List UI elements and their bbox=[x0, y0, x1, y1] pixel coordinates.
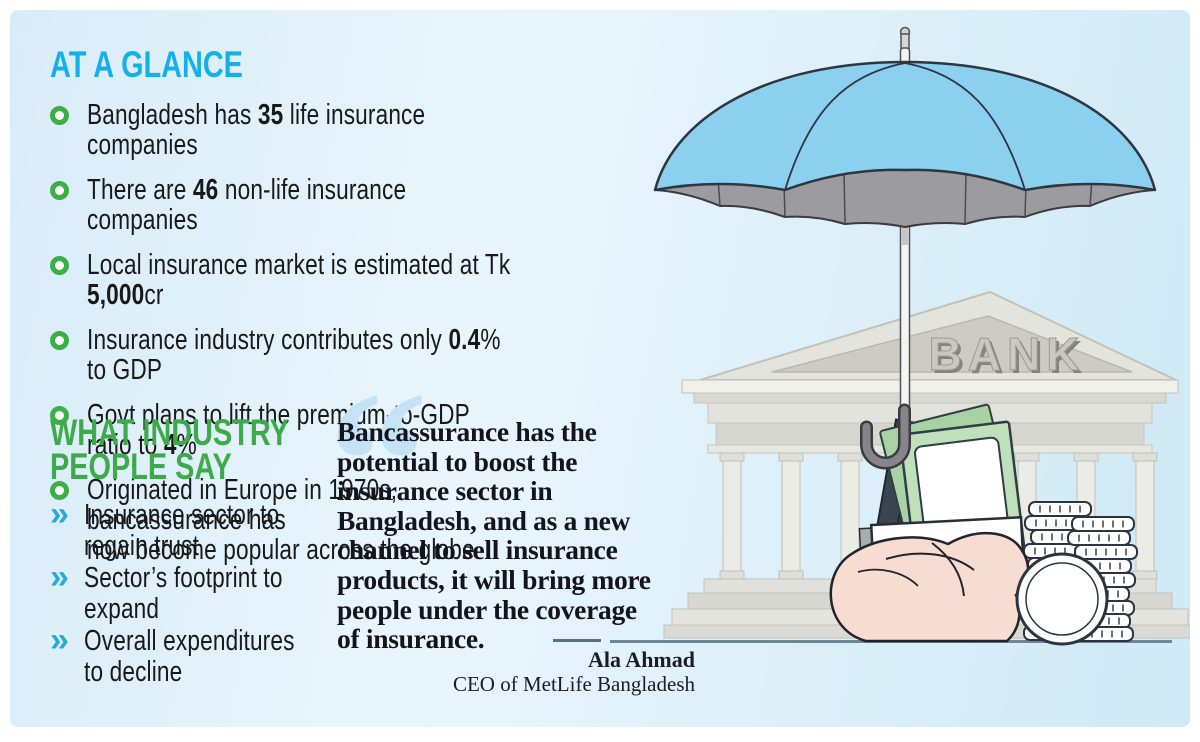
glance-item: Bangladesh has 35 life insurance compani… bbox=[50, 100, 630, 160]
bullet-ring-icon bbox=[50, 481, 69, 500]
industry-title: WHAT INDUSTRY PEOPLE SAY bbox=[50, 412, 289, 487]
glance-item: There are 46 non-life insurance companie… bbox=[50, 175, 630, 235]
quote-line: potential to boost the bbox=[337, 445, 578, 477]
quote-line: people under the coverage bbox=[337, 593, 637, 625]
chevron-icon: » bbox=[50, 558, 69, 596]
glance-item: Insurance industry contributes only 0.4%… bbox=[50, 325, 630, 385]
glance-item-text: Bangladesh has 35 life insurance compani… bbox=[87, 99, 426, 161]
bank-umbrella-illustration: BANK BANK bbox=[653, 26, 1190, 646]
quote-divider bbox=[553, 639, 601, 642]
big-coin bbox=[1015, 552, 1109, 646]
bank-sign-shadow: BANK bbox=[932, 331, 1089, 383]
glance-item: Originated in Europe in 1970s, bancassur… bbox=[50, 475, 630, 565]
quote-line: Bancassurance has the bbox=[337, 416, 597, 447]
bank-sign: BANK bbox=[929, 328, 1086, 380]
glance-item-text: Insurance industry contributes only 0.4%… bbox=[87, 324, 501, 386]
infographic-panel: AT A GLANCE Bangladesh has 35 life insur… bbox=[10, 10, 1190, 727]
quote-line: channel to sell insurance bbox=[337, 534, 618, 566]
industry-list: » Insurance sector to regain trust » Sec… bbox=[50, 495, 370, 689]
quote-line: Bangladesh, and as a new bbox=[337, 504, 631, 536]
umbrella-handle bbox=[860, 403, 911, 470]
quote-author: Ala Ahmad bbox=[588, 647, 695, 672]
industry-item: » Overall expenditures to decline bbox=[50, 621, 370, 688]
bullet-ring-icon bbox=[50, 106, 69, 125]
glance-item-text: Originated in Europe in 1970s, bancassur… bbox=[87, 474, 475, 566]
bullet-ring-icon bbox=[50, 406, 69, 425]
industry-item: » Sector’s footprint to expand bbox=[50, 558, 370, 625]
industry-item: » Insurance sector to regain trust bbox=[50, 495, 370, 562]
glance-item: Govt plans to lift the premium-to-GDP ra… bbox=[50, 400, 630, 460]
glance-item-text: Govt plans to lift the premium-to-GDP ra… bbox=[87, 399, 470, 461]
glance-list: Bangladesh has 35 life insurance compani… bbox=[50, 100, 630, 580]
bank-pediment: BANK BANK bbox=[699, 290, 1177, 383]
hand-money-bag bbox=[829, 531, 1030, 643]
industry-item-text: Overall expenditures to decline bbox=[84, 625, 295, 688]
glance-item: Local insurance market is estimated at T… bbox=[50, 250, 630, 310]
quote-line: products, it will bring more bbox=[337, 563, 651, 595]
bullet-ring-icon bbox=[50, 181, 69, 200]
open-quote-icon: “ bbox=[328, 351, 428, 572]
industry-item-text: Sector’s footprint to expand bbox=[84, 562, 283, 625]
quote-line: of insurance. bbox=[337, 623, 485, 655]
glance-item-text: There are 46 non-life insurance companie… bbox=[87, 174, 407, 236]
quote-block: Bancassurance has the potential to boost… bbox=[337, 417, 732, 654]
glance-item-text: Local insurance market is estimated at T… bbox=[87, 249, 511, 311]
chevron-icon: » bbox=[50, 621, 69, 659]
bullet-ring-icon bbox=[50, 331, 69, 350]
quote-attribution: Ala Ahmad CEO of MetLife Bangladesh bbox=[395, 648, 695, 697]
industry-item-text: Insurance sector to regain trust bbox=[84, 499, 280, 562]
quote-author-title: CEO of MetLife Bangladesh bbox=[452, 672, 695, 696]
quote-line: insurance sector in bbox=[337, 475, 553, 507]
bullet-ring-icon bbox=[50, 256, 69, 275]
glance-title: AT A GLANCE bbox=[50, 44, 243, 85]
umbrella-canopy bbox=[653, 60, 1157, 192]
chevron-icon: » bbox=[50, 495, 69, 533]
